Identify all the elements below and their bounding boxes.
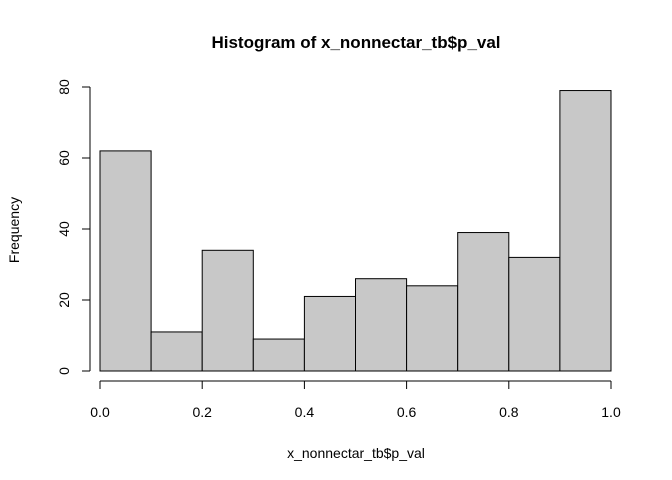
histogram-bar-8 — [508, 256, 561, 372]
x-axis: 0.0 0.2 0.4 0.6 0.8 1.0 — [90, 380, 621, 420]
x-tick-label-4: 0.8 — [499, 404, 519, 420]
histogram-bar-0 — [99, 150, 152, 372]
bars-group — [99, 90, 612, 372]
histogram-bar-7 — [457, 232, 510, 372]
y-axis-label: Frequency — [6, 197, 22, 263]
x-tick-label-5: 1.0 — [601, 404, 621, 420]
y-tick-label-3: 60 — [56, 150, 72, 166]
x-axis-label: x_nonnectar_tb$p_val — [287, 445, 425, 461]
histogram-bar-5 — [355, 278, 408, 372]
x-tick-label-1: 0.2 — [192, 404, 212, 420]
x-tick-label-0: 0.0 — [90, 404, 110, 420]
chart-title: Histogram of x_nonnectar_tb$p_val — [211, 33, 500, 52]
y-tick-label-4: 80 — [56, 79, 72, 95]
histogram-bar-3 — [252, 338, 305, 372]
histogram-bar-1 — [150, 331, 203, 372]
histogram-bar-6 — [406, 285, 459, 372]
y-axis: 0 20 40 60 80 — [56, 79, 91, 375]
histogram-bar-4 — [303, 295, 356, 372]
x-tick-label-2: 0.4 — [295, 404, 315, 420]
y-tick-label-0: 0 — [56, 367, 72, 375]
y-tick-label-2: 40 — [56, 221, 72, 237]
histogram-bar-2 — [201, 249, 254, 372]
histogram-bar-9 — [559, 90, 612, 372]
x-tick-label-3: 0.6 — [397, 404, 417, 420]
y-tick-label-1: 20 — [56, 292, 72, 308]
